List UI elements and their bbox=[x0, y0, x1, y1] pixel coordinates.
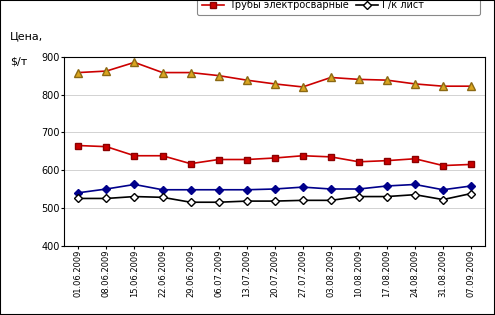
Г/к лист bbox=[440, 198, 446, 202]
Трубы бесшовные bbox=[75, 71, 81, 74]
Трубы бесшовные bbox=[440, 84, 446, 88]
Г/к лист bbox=[356, 195, 362, 198]
Трубы электросварные bbox=[384, 159, 390, 163]
Трубы бесшовные bbox=[468, 84, 474, 88]
Трубы бесшовные bbox=[356, 77, 362, 81]
Трубы ВГП bbox=[244, 188, 249, 192]
Трубы ВГП bbox=[216, 188, 222, 192]
Трубы электросварные bbox=[216, 158, 222, 161]
Трубы электросварные bbox=[132, 154, 138, 158]
Трубы электросварные bbox=[440, 164, 446, 168]
Трубы электросварные bbox=[272, 156, 278, 160]
Трубы электросварные bbox=[412, 157, 418, 161]
Трубы ВГП bbox=[300, 185, 306, 189]
Трубы ВГП bbox=[188, 188, 194, 192]
Г/к лист bbox=[132, 195, 138, 198]
Трубы ВГП bbox=[132, 183, 138, 186]
Трубы ВГП bbox=[356, 187, 362, 191]
Г/к лист bbox=[159, 195, 165, 199]
Line: Трубы бесшовные: Трубы бесшовные bbox=[74, 58, 475, 91]
Legend: Трубы ВГП, Трубы электросварные, Трубы бесшовные, Г/к лист: Трубы ВГП, Трубы электросварные, Трубы б… bbox=[198, 0, 480, 15]
Г/к лист bbox=[244, 199, 249, 203]
Г/к лист bbox=[412, 193, 418, 197]
Г/к лист bbox=[468, 192, 474, 195]
Г/к лист bbox=[75, 197, 81, 200]
Трубы ВГП bbox=[468, 184, 474, 188]
Трубы электросварные bbox=[300, 154, 306, 158]
Трубы ВГП bbox=[272, 187, 278, 191]
Трубы бесшовные bbox=[244, 78, 249, 82]
Г/к лист bbox=[328, 198, 334, 202]
Трубы электросварные bbox=[188, 162, 194, 166]
Трубы электросварные bbox=[328, 155, 334, 159]
Line: Трубы ВГП: Трубы ВГП bbox=[76, 182, 474, 196]
Трубы электросварные bbox=[356, 160, 362, 164]
Трубы ВГП bbox=[159, 188, 165, 192]
Трубы бесшовные bbox=[216, 74, 222, 77]
Трубы электросварные bbox=[103, 145, 109, 149]
Трубы ВГП bbox=[328, 187, 334, 191]
Трубы бесшовные bbox=[384, 78, 390, 82]
Line: Г/к лист: Г/к лист bbox=[76, 191, 474, 205]
Трубы ВГП bbox=[412, 183, 418, 186]
Г/к лист bbox=[103, 197, 109, 200]
Трубы бесшовные bbox=[188, 71, 194, 74]
Г/к лист bbox=[216, 200, 222, 204]
Трубы бесшовные bbox=[300, 85, 306, 89]
Text: $/т: $/т bbox=[10, 57, 27, 67]
Трубы электросварные bbox=[468, 163, 474, 166]
Трубы бесшовные bbox=[272, 82, 278, 86]
Г/к лист bbox=[300, 198, 306, 202]
Трубы бесшовные bbox=[103, 69, 109, 73]
Трубы бесшовные bbox=[159, 71, 165, 74]
Трубы ВГП bbox=[103, 187, 109, 191]
Трубы электросварные bbox=[75, 144, 81, 147]
Трубы электросварные bbox=[159, 154, 165, 158]
Трубы ВГП bbox=[75, 191, 81, 195]
Г/к лист bbox=[384, 195, 390, 198]
Трубы электросварные bbox=[244, 158, 249, 161]
Г/к лист bbox=[272, 199, 278, 203]
Трубы бесшовные bbox=[328, 76, 334, 79]
Text: Цена,: Цена, bbox=[10, 32, 43, 42]
Г/к лист bbox=[188, 200, 194, 204]
Трубы бесшовные bbox=[412, 82, 418, 86]
Трубы ВГП bbox=[384, 184, 390, 188]
Трубы ВГП bbox=[440, 188, 446, 192]
Трубы бесшовные bbox=[132, 60, 138, 64]
Line: Трубы электросварные: Трубы электросварные bbox=[75, 142, 474, 169]
